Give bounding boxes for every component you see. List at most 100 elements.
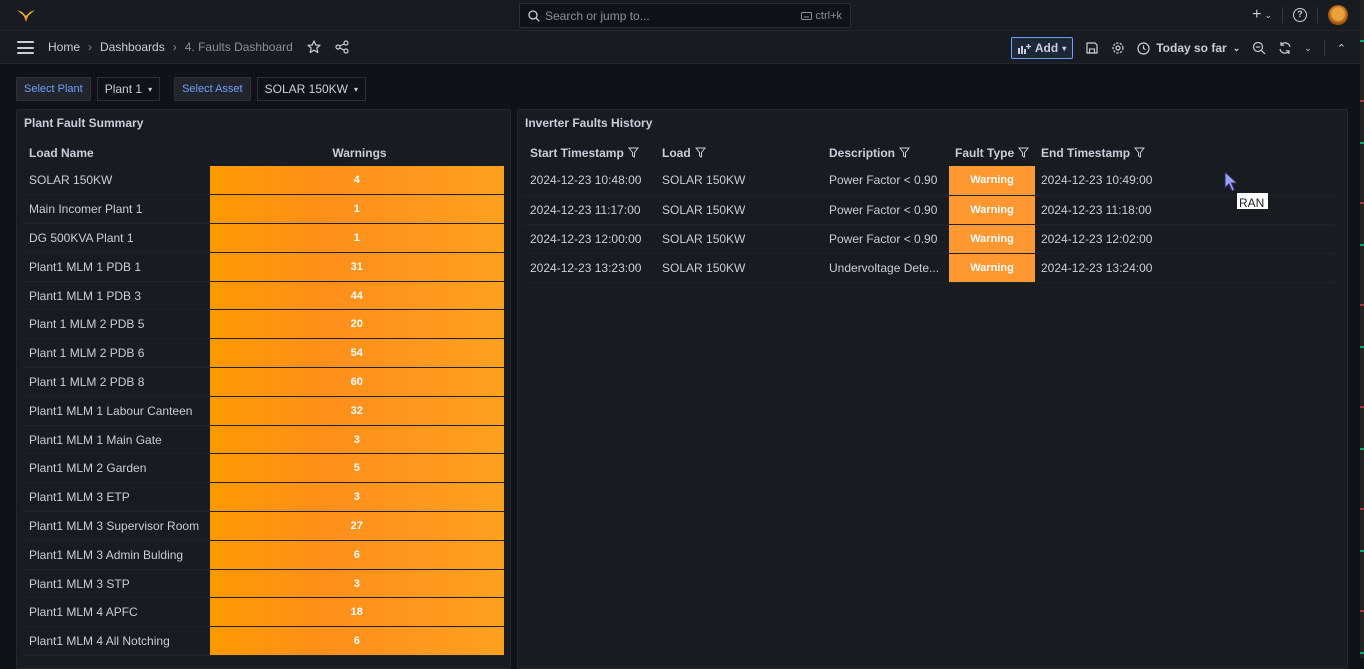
menu-icon[interactable] (17, 41, 34, 54)
warnings-cell: 44 (208, 281, 504, 311)
table-row: 2024-12-23 10:48:00 SOLAR 150KW Power Fact… (524, 166, 1335, 196)
column-header-warnings[interactable]: Warnings (332, 146, 387, 160)
refresh-interval-chevron-icon[interactable]: ⌄ (1304, 42, 1312, 53)
keyboard-icon (801, 11, 813, 20)
avatar[interactable] (1328, 5, 1348, 25)
load-cell: SOLAR 150KW (656, 166, 823, 196)
settings-gear-icon[interactable] (1111, 41, 1125, 55)
new-menu-button[interactable]: + ⌄ (1252, 6, 1272, 24)
header-label: Description (829, 146, 896, 160)
warnings-cell: 3 (208, 569, 504, 599)
warnings-cell: 27 (208, 511, 504, 541)
search-placeholder: Search or jump to... (545, 8, 650, 23)
table-row: Plant 1 MLM 2 PDB 5 20 (23, 309, 504, 340)
load-name-cell: Plant1 MLM 4 APFC (23, 597, 209, 628)
mouse-cursor-icon (1224, 171, 1239, 192)
load-cell: SOLAR 150KW (656, 224, 823, 254)
column-header-fault-type[interactable]: Fault Type (949, 140, 1035, 166)
asset-select-value: SOLAR 150KW (264, 82, 348, 96)
plus-icon: + (1252, 6, 1262, 23)
column-header-start-timestamp[interactable]: Start Timestamp (524, 140, 656, 166)
warnings-cell: 31 (208, 252, 504, 282)
load-name-cell: Plant1 MLM 3 Supervisor Room (23, 511, 209, 541)
dashboard-variables: Select Plant Plant 1 ▾ Select Asset SOLA… (16, 77, 374, 101)
table-header-row: Load Name Warnings (23, 140, 504, 166)
breadcrumb-separator-icon: › (88, 40, 93, 54)
load-name-cell: Main Incomer Plant 1 (23, 194, 209, 225)
chevron-down-icon: ⌄ (1232, 42, 1241, 53)
table-row: SOLAR 150KW 4 (23, 166, 504, 196)
load-name-cell: Plant1 MLM 1 Main Gate (23, 425, 209, 455)
grafana-logo-icon[interactable] (16, 7, 36, 23)
chevron-down-icon: ▾ (354, 84, 359, 94)
table-row: 2024-12-23 12:00:00 SOLAR 150KW Power Fact… (524, 224, 1335, 254)
warnings-cell: 3 (208, 482, 504, 513)
start-timestamp-cell: 2024-12-23 10:48:00 (524, 166, 656, 196)
select-plant-label: Select Plant (16, 77, 91, 101)
star-icon[interactable] (307, 40, 321, 54)
header-label: Start Timestamp (530, 146, 624, 160)
panel-title: Inverter Faults History (525, 116, 653, 130)
breadcrumb-separator-icon: › (172, 40, 177, 54)
plant-select[interactable]: Plant 1 ▾ (96, 77, 161, 101)
fault-type-cell: Warning (949, 224, 1035, 254)
panel-title: Plant Fault Summary (24, 116, 144, 130)
add-button[interactable]: Add ▾ (1010, 37, 1074, 59)
warnings-cell: 3 (208, 425, 504, 455)
divider (1282, 7, 1283, 23)
warnings-cell: 20 (208, 309, 504, 340)
load-name-cell: Plant1 MLM 3 STP (23, 569, 209, 599)
description-cell: Undervoltage Dete... (823, 253, 949, 283)
refresh-icon[interactable] (1278, 41, 1292, 55)
header-label: Load (662, 146, 691, 160)
divider (1317, 7, 1318, 23)
header-label: Fault Type (955, 146, 1015, 160)
warnings-cell: 5 (208, 453, 504, 484)
filter-icon[interactable] (694, 147, 706, 158)
load-name-cell: Plant1 MLM 3 ETP (23, 482, 209, 513)
column-header-load[interactable]: Load (656, 140, 823, 166)
start-timestamp-cell: 2024-12-23 12:00:00 (524, 224, 656, 254)
search-input[interactable]: Search or jump to... ctrl+k (519, 3, 851, 28)
table-row: Plant 1 MLM 2 PDB 8 60 (23, 367, 504, 397)
warnings-cell: 60 (208, 367, 504, 397)
table-row: Plant1 MLM 4 All Notching 6 (23, 626, 504, 657)
table-row: 2024-12-23 11:17:00 SOLAR 150KW Power Fact… (524, 195, 1335, 225)
filter-icon[interactable] (1018, 147, 1030, 158)
load-name-cell: Plant1 MLM 1 Labour Canteen (23, 396, 209, 426)
column-header-description[interactable]: Description (823, 140, 949, 166)
column-header-load-name[interactable]: Load Name (29, 146, 94, 160)
fault-type-cell: Warning (949, 166, 1035, 196)
warnings-cell: 18 (208, 597, 504, 628)
start-timestamp-cell: 2024-12-23 13:23:00 (524, 253, 656, 283)
fault-summary-table: Load Name Warnings SOLAR 150KW 4 Main Inco… (23, 140, 504, 657)
column-header-end-timestamp[interactable]: End Timestamp (1035, 140, 1335, 166)
share-icon[interactable] (335, 40, 349, 54)
warnings-cell: 54 (208, 338, 504, 369)
filter-icon[interactable] (627, 147, 639, 158)
save-icon[interactable] (1085, 41, 1099, 55)
warnings-cell: 32 (208, 396, 504, 426)
table-row: Plant1 MLM 3 ETP 3 (23, 482, 504, 513)
time-range-label: Today so far (1156, 41, 1227, 55)
warnings-cell: 1 (208, 194, 504, 225)
top-bar: Search or jump to... ctrl+k + ⌄ ? (0, 0, 1360, 31)
load-name-cell: Plant 1 MLM 2 PDB 5 (23, 309, 209, 340)
fault-type-cell: Warning (949, 253, 1035, 283)
tooltip: RAN (1237, 193, 1268, 209)
breadcrumb-dashboards[interactable]: Dashboards (100, 40, 165, 54)
filter-icon[interactable] (1134, 147, 1146, 158)
collapse-chevron-up-icon[interactable]: ⌃ (1336, 42, 1346, 55)
help-icon[interactable]: ? (1293, 8, 1307, 22)
asset-select[interactable]: SOLAR 150KW ▾ (256, 77, 367, 101)
filter-icon[interactable] (899, 147, 911, 158)
chevron-down-icon: ▾ (1062, 43, 1067, 53)
breadcrumb-home[interactable]: Home (48, 40, 81, 54)
description-cell: Power Factor < 0.90 (823, 224, 949, 254)
table-row: Plant 1 MLM 2 PDB 6 54 (23, 338, 504, 369)
zoom-out-icon[interactable] (1252, 41, 1266, 55)
time-range-picker[interactable]: Today so far ⌄ (1137, 41, 1240, 55)
plant-fault-summary-panel: Plant Fault Summary Load Name Warnings S… (16, 109, 511, 669)
breadcrumb: Home › Dashboards › 4. Faults Dashboard (48, 40, 349, 54)
end-timestamp-cell: 2024-12-23 13:24:00 (1035, 253, 1335, 283)
